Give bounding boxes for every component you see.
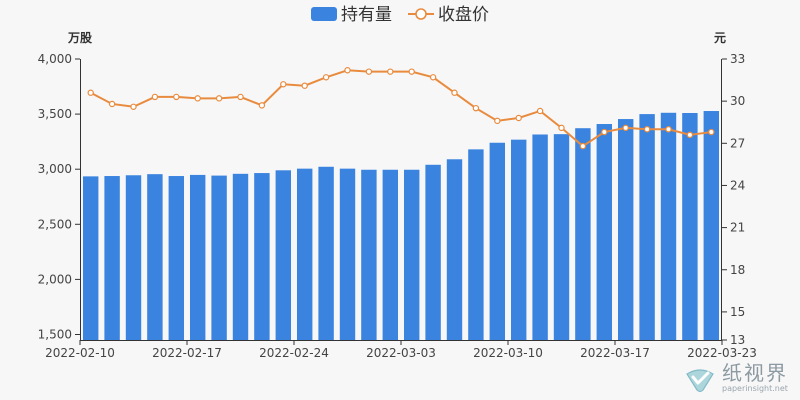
close-price-point[interactable] <box>110 101 115 106</box>
close-price-point[interactable] <box>473 106 478 111</box>
close-price-point[interactable] <box>602 129 607 134</box>
close-price-point[interactable] <box>302 83 307 88</box>
close-price-point[interactable] <box>152 94 157 99</box>
legend-line-marker[interactable] <box>416 9 426 19</box>
close-price-point[interactable] <box>195 96 200 101</box>
watermark: 纸视界 paperinsight.net <box>684 362 788 394</box>
watermark-text-en: paperinsight.net <box>722 385 788 393</box>
x-tick-label: 2022-02-10 <box>45 346 115 360</box>
right-tick-label: 30 <box>730 94 745 108</box>
bar-holdings[interactable] <box>383 170 398 340</box>
close-price-point[interactable] <box>580 144 585 149</box>
x-tick-label: 2022-02-24 <box>259 346 329 360</box>
close-price-point[interactable] <box>687 132 692 137</box>
bar-holdings[interactable] <box>126 175 141 340</box>
legend-bar-swatch[interactable] <box>311 7 337 21</box>
legend[interactable]: 持有量 收盘价 <box>311 5 489 25</box>
close-price-point[interactable] <box>217 96 222 101</box>
close-price-point[interactable] <box>88 90 93 95</box>
bar-holdings[interactable] <box>490 143 505 340</box>
bar-holdings[interactable] <box>618 119 633 340</box>
x-tick-label: 2022-03-10 <box>473 346 543 360</box>
bar-holdings[interactable] <box>147 174 162 340</box>
right-tick-label: 24 <box>730 178 745 192</box>
left-tick-label: 2,000 <box>38 272 72 286</box>
left-tick-label: 1,500 <box>38 327 72 341</box>
bar-holdings[interactable] <box>211 176 226 340</box>
bar-holdings[interactable] <box>169 176 184 340</box>
bar-holdings[interactable] <box>254 173 269 340</box>
right-tick-label: 21 <box>730 221 745 235</box>
right-tick-label: 33 <box>730 52 745 66</box>
close-price-point[interactable] <box>516 115 521 120</box>
legend-line-label[interactable]: 收盘价 <box>438 5 489 25</box>
close-price-point[interactable] <box>495 118 500 123</box>
bar-holdings[interactable] <box>532 134 547 340</box>
bar-holdings[interactable] <box>297 169 312 340</box>
legend-bar-label[interactable]: 持有量 <box>341 5 392 25</box>
bar-holdings[interactable] <box>83 176 98 340</box>
close-price-point[interactable] <box>709 129 714 134</box>
close-price-point[interactable] <box>431 75 436 80</box>
close-price-point[interactable] <box>345 68 350 73</box>
close-price-point[interactable] <box>281 82 286 87</box>
bar-holdings[interactable] <box>468 149 483 340</box>
close-price-point[interactable] <box>645 127 650 132</box>
bar-holdings[interactable] <box>597 124 612 340</box>
right-tick-label: 18 <box>730 263 745 277</box>
close-price-point[interactable] <box>666 127 671 132</box>
bar-holdings[interactable] <box>425 165 440 340</box>
bar-holdings[interactable] <box>661 113 676 340</box>
close-price-point[interactable] <box>409 69 414 74</box>
watermark-text-cn: 纸视界 <box>722 363 788 383</box>
left-tick-label: 4,000 <box>38 52 72 66</box>
close-price-point[interactable] <box>238 94 243 99</box>
bar-holdings[interactable] <box>554 134 569 340</box>
close-price-point[interactable] <box>131 104 136 109</box>
bar-holdings[interactable] <box>704 111 719 340</box>
x-tick-label: 2022-03-03 <box>366 346 436 360</box>
bar-holdings[interactable] <box>233 174 248 340</box>
close-price-point[interactable] <box>259 103 264 108</box>
bar-holdings[interactable] <box>447 159 462 340</box>
bar-holdings[interactable] <box>340 169 355 340</box>
left-tick-label: 2,500 <box>38 217 72 231</box>
close-price-point[interactable] <box>324 75 329 80</box>
x-tick-label: 2022-03-23 <box>687 346 757 360</box>
bar-holdings[interactable] <box>276 170 291 340</box>
right-y-ticks: 13 15 18 21 24 27 30 33 <box>722 52 745 347</box>
left-tick-label: 3,000 <box>38 162 72 176</box>
paperinsight-logo-icon <box>684 362 716 394</box>
bar-holdings[interactable] <box>404 170 419 340</box>
x-tick-label: 2022-02-17 <box>152 346 222 360</box>
close-price-point[interactable] <box>623 125 628 130</box>
bar-holdings[interactable] <box>639 114 654 340</box>
close-price-point[interactable] <box>559 125 564 130</box>
right-tick-label: 13 <box>730 333 745 347</box>
right-tick-label: 15 <box>730 305 745 319</box>
bar-holdings[interactable] <box>361 170 376 340</box>
close-price-point[interactable] <box>388 69 393 74</box>
close-price-point[interactable] <box>366 69 371 74</box>
bar-series-holdings <box>83 111 719 340</box>
bar-holdings[interactable] <box>575 128 590 340</box>
bar-holdings[interactable] <box>190 175 205 340</box>
right-axis-unit: 元 <box>714 31 726 45</box>
left-axis-unit: 万股 <box>67 30 93 45</box>
close-price-point[interactable] <box>174 94 179 99</box>
close-price-point[interactable] <box>452 90 457 95</box>
x-tick-label: 2022-03-17 <box>580 346 650 360</box>
left-y-ticks: 1,500 2,000 2,500 3,000 3,500 4,000 <box>38 52 80 341</box>
close-price-point[interactable] <box>538 108 543 113</box>
right-tick-label: 27 <box>730 136 745 150</box>
x-ticks: 2022-02-10 2022-02-17 2022-02-24 2022-03-03… <box>45 340 757 360</box>
bar-holdings[interactable] <box>318 167 333 340</box>
bar-holdings[interactable] <box>511 140 526 340</box>
bar-holdings[interactable] <box>682 113 697 340</box>
bar-holdings[interactable] <box>104 176 119 340</box>
left-tick-label: 3,500 <box>38 107 72 121</box>
